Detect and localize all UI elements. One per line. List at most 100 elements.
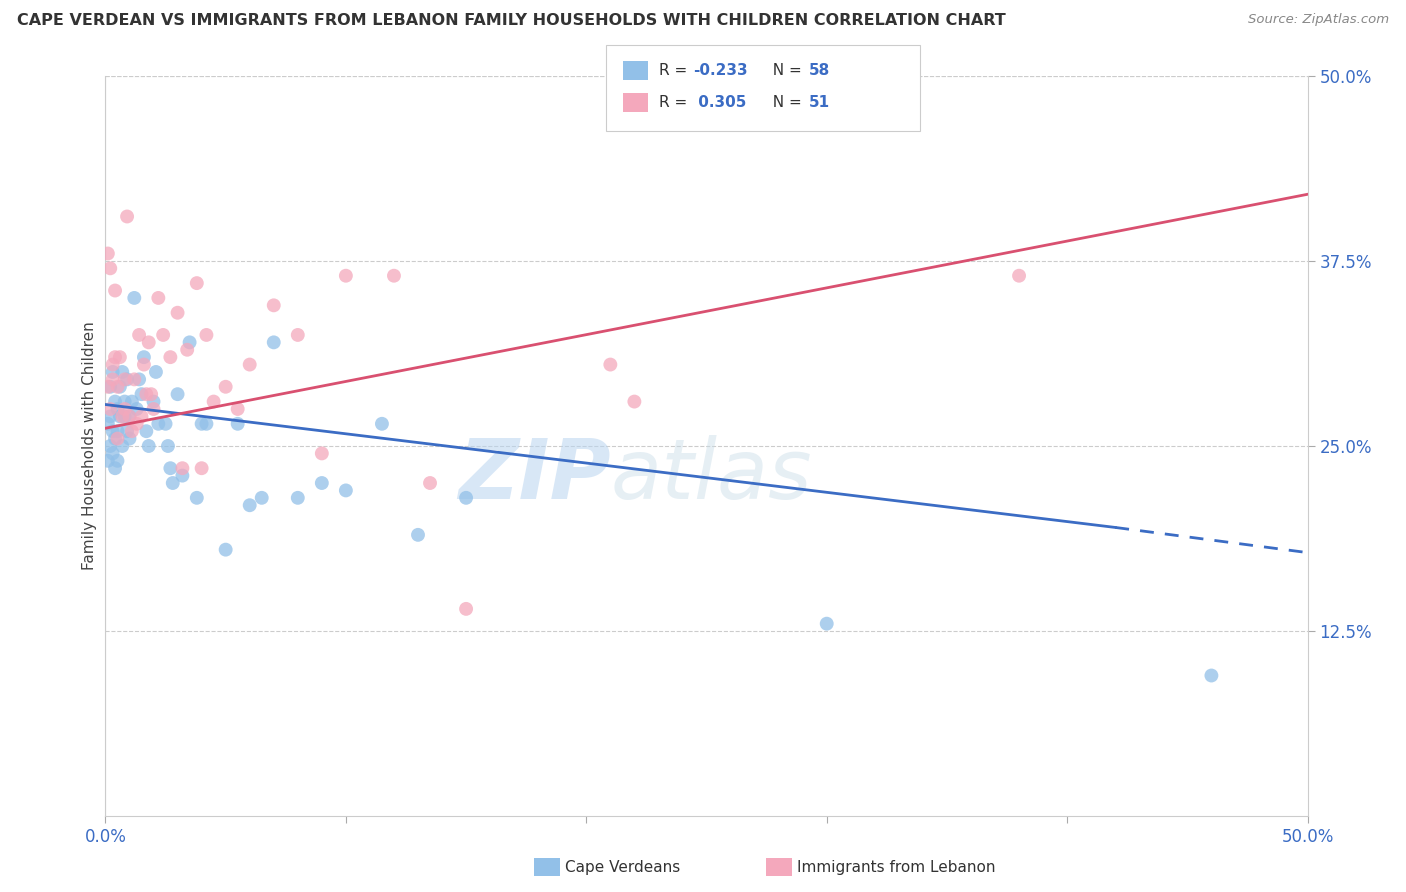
- Point: [159, 350, 181, 364]
- Point: [186, 491, 208, 505]
- Point: [104, 432, 127, 446]
- Point: [98, 380, 121, 394]
- Point: [101, 446, 124, 460]
- Point: [139, 387, 162, 401]
- Point: [98, 402, 121, 417]
- Point: [148, 291, 170, 305]
- Point: [114, 372, 136, 386]
- Point: [287, 491, 309, 505]
- Point: [132, 358, 155, 372]
- Text: R =: R =: [659, 63, 693, 78]
- Point: [115, 424, 138, 438]
- Point: [623, 394, 645, 409]
- Point: [815, 616, 838, 631]
- Point: [114, 402, 136, 417]
- Point: [406, 528, 429, 542]
- Point: [263, 335, 285, 350]
- Point: [159, 461, 181, 475]
- Y-axis label: Family Households with Children: Family Households with Children: [82, 322, 97, 570]
- Point: [135, 424, 157, 438]
- Point: [166, 306, 188, 320]
- Point: [104, 350, 127, 364]
- Point: [108, 380, 131, 394]
- Text: Cape Verdeans: Cape Verdeans: [565, 860, 681, 874]
- Point: [135, 387, 157, 401]
- Point: [138, 439, 160, 453]
- Point: [1008, 268, 1031, 283]
- Point: [128, 372, 150, 386]
- Point: [142, 394, 165, 409]
- Point: [97, 454, 120, 468]
- Point: [239, 358, 262, 372]
- Point: [111, 365, 134, 379]
- Point: [98, 261, 121, 276]
- Point: [111, 409, 134, 424]
- Point: [1201, 668, 1223, 682]
- Text: R =: R =: [659, 95, 693, 110]
- Point: [125, 402, 148, 417]
- Text: ZIP: ZIP: [458, 435, 610, 516]
- Point: [239, 498, 262, 512]
- Point: [156, 439, 179, 453]
- Point: [115, 372, 138, 386]
- Point: [371, 417, 394, 431]
- Point: [128, 328, 150, 343]
- Point: [131, 387, 153, 401]
- Point: [148, 417, 170, 431]
- Point: [115, 210, 138, 224]
- Point: [124, 372, 146, 386]
- Point: [97, 417, 120, 431]
- Point: [311, 476, 333, 491]
- Point: [107, 380, 129, 394]
- Point: [101, 358, 124, 372]
- Point: [107, 424, 129, 438]
- Point: [104, 284, 127, 298]
- Point: [98, 409, 121, 424]
- Point: [335, 268, 357, 283]
- Point: [145, 365, 167, 379]
- Point: [104, 394, 127, 409]
- Point: [454, 491, 477, 505]
- Point: [131, 409, 153, 424]
- Point: [214, 542, 236, 557]
- Point: [202, 394, 225, 409]
- Point: [166, 387, 188, 401]
- Point: [138, 335, 160, 350]
- Point: [287, 328, 309, 343]
- Text: N =: N =: [763, 63, 807, 78]
- Point: [419, 476, 441, 491]
- Point: [101, 372, 124, 386]
- Point: [97, 380, 120, 394]
- Point: [172, 468, 194, 483]
- Point: [142, 402, 165, 417]
- Text: N =: N =: [763, 95, 807, 110]
- Text: CAPE VERDEAN VS IMMIGRANTS FROM LEBANON FAMILY HOUSEHOLDS WITH CHILDREN CORRELAT: CAPE VERDEAN VS IMMIGRANTS FROM LEBANON …: [17, 13, 1005, 29]
- Point: [172, 461, 194, 475]
- Point: [195, 328, 218, 343]
- Point: [155, 417, 177, 431]
- Point: [98, 439, 121, 453]
- Point: [226, 417, 249, 431]
- Point: [118, 409, 141, 424]
- Point: [190, 461, 212, 475]
- Point: [186, 276, 208, 290]
- Point: [226, 402, 249, 417]
- Point: [263, 298, 285, 312]
- Point: [382, 268, 405, 283]
- Point: [107, 402, 129, 417]
- Text: atlas: atlas: [610, 435, 813, 516]
- Point: [114, 409, 136, 424]
- Text: 51: 51: [808, 95, 830, 110]
- Point: [121, 394, 143, 409]
- Point: [162, 476, 184, 491]
- Point: [108, 350, 131, 364]
- Point: [190, 417, 212, 431]
- Point: [104, 461, 127, 475]
- Text: Immigrants from Lebanon: Immigrants from Lebanon: [797, 860, 995, 874]
- Point: [152, 328, 174, 343]
- Point: [311, 446, 333, 460]
- Point: [101, 365, 124, 379]
- Point: [107, 454, 129, 468]
- Point: [125, 417, 148, 431]
- Point: [250, 491, 273, 505]
